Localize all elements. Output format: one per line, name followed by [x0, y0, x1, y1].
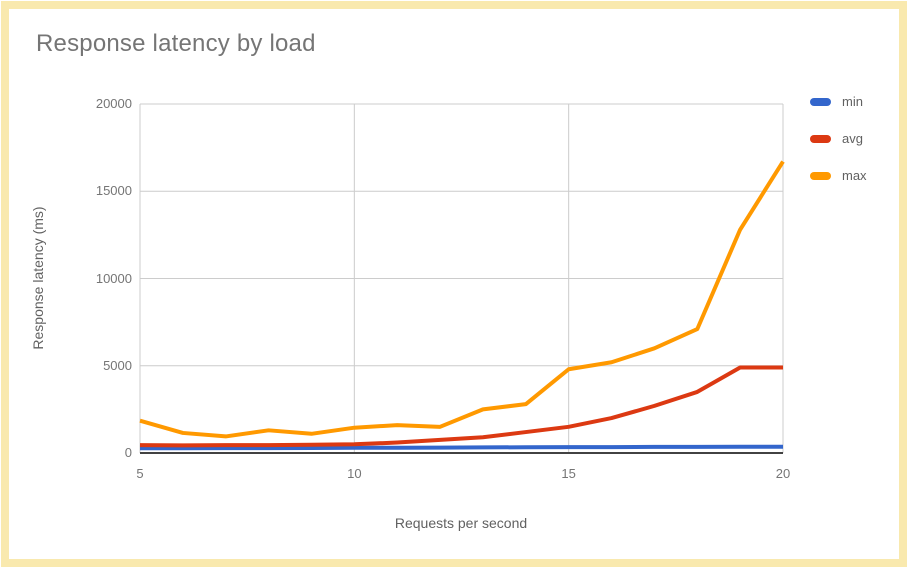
- x-tick-label: 10: [347, 466, 362, 481]
- legend-swatch-max-icon: [810, 171, 831, 180]
- legend-label-max: max: [842, 168, 867, 183]
- series-line-avg: [139, 365, 783, 448]
- chart-canvas: [139, 103, 785, 454]
- y-tick-label: 5000: [103, 357, 132, 373]
- legend-item-avg: avg: [810, 131, 867, 146]
- chart-title: Response latency by load: [36, 30, 316, 57]
- legend-item-min: min: [810, 94, 867, 109]
- x-tick-label: 20: [775, 466, 791, 481]
- x-axis-title: Requests per second: [394, 515, 528, 531]
- legend-swatch-avg-icon: [810, 134, 831, 143]
- x-tick-label: 15: [561, 466, 576, 481]
- y-axis-title: Response latency (ms): [30, 206, 46, 350]
- x-tick-label: 5: [136, 466, 144, 481]
- y-tick-label: 15000: [95, 183, 132, 199]
- legend: min avg max: [810, 94, 867, 205]
- series-line-min: [140, 444, 783, 451]
- y-tick-label: 20000: [95, 96, 132, 111]
- legend-swatch-min-icon: [810, 97, 831, 106]
- legend-label-avg: avg: [842, 131, 863, 146]
- y-tick-label: 0: [124, 445, 132, 460]
- legend-label-min: min: [842, 94, 863, 109]
- series-line-max: [139, 160, 785, 439]
- legend-item-max: max: [810, 168, 867, 183]
- y-tick-label: 10000: [95, 270, 132, 286]
